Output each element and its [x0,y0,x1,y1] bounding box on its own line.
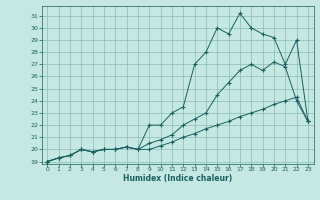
X-axis label: Humidex (Indice chaleur): Humidex (Indice chaleur) [123,174,232,183]
